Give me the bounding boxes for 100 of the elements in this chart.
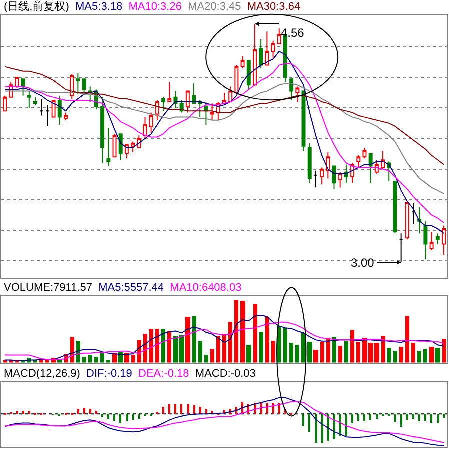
text: MA10:3.26 bbox=[128, 1, 182, 13]
bar bbox=[143, 334, 148, 363]
bar bbox=[271, 340, 276, 363]
text: DIF:-0.19 bbox=[86, 368, 132, 380]
bar bbox=[94, 356, 98, 363]
bar bbox=[412, 414, 414, 420]
bar bbox=[119, 414, 122, 424]
bar bbox=[393, 350, 398, 363]
chart-title: (日线,前复权) bbox=[4, 0, 70, 13]
bar bbox=[113, 414, 116, 422]
bar bbox=[344, 340, 348, 363]
candlestick bbox=[131, 141, 136, 153]
candlestick bbox=[374, 160, 379, 174]
candlestick bbox=[149, 112, 154, 134]
bar bbox=[338, 346, 342, 363]
bar bbox=[193, 405, 196, 414]
text: MA5:3.18 bbox=[76, 1, 123, 13]
candlestick bbox=[46, 104, 50, 127]
bar bbox=[192, 316, 196, 363]
candlestick bbox=[162, 96, 166, 112]
candlestick bbox=[314, 170, 318, 188]
bar bbox=[16, 411, 18, 414]
candlestick bbox=[174, 90, 178, 109]
candlestick bbox=[265, 31, 270, 66]
bar bbox=[308, 414, 310, 432]
bar bbox=[222, 334, 226, 363]
bar bbox=[411, 342, 416, 363]
candlestick bbox=[436, 233, 440, 245]
bar bbox=[82, 356, 86, 363]
bar bbox=[28, 411, 30, 414]
candlestick bbox=[271, 40, 276, 60]
candlestick bbox=[143, 116, 148, 140]
bar bbox=[429, 346, 434, 363]
bar bbox=[174, 404, 176, 414]
candlestick bbox=[338, 172, 342, 188]
bar bbox=[246, 344, 252, 363]
bar bbox=[88, 354, 92, 363]
bar bbox=[417, 350, 422, 363]
bar bbox=[423, 348, 428, 363]
bar bbox=[266, 403, 268, 414]
bar bbox=[155, 328, 160, 363]
candlestick bbox=[246, 60, 251, 90]
candlestick bbox=[412, 202, 416, 225]
candlestick bbox=[204, 102, 208, 126]
candlestick bbox=[442, 225, 446, 256]
text: MACD:-0.03 bbox=[195, 368, 256, 380]
bar bbox=[126, 414, 128, 422]
text: MA5:5557.44 bbox=[98, 282, 164, 294]
bar bbox=[313, 350, 318, 363]
candlestick bbox=[64, 112, 68, 121]
candlestick bbox=[76, 72, 80, 95]
candlestick bbox=[252, 23, 257, 86]
bar bbox=[89, 409, 92, 414]
candlestick bbox=[186, 90, 190, 114]
candlestick bbox=[52, 100, 56, 118]
bar bbox=[320, 342, 324, 363]
bar bbox=[101, 414, 104, 418]
bar bbox=[162, 407, 164, 414]
candlestick bbox=[259, 38, 264, 69]
bar bbox=[22, 411, 24, 414]
candlestick bbox=[40, 98, 44, 116]
annotation: 4.56 bbox=[281, 26, 305, 40]
candlestick bbox=[155, 100, 160, 121]
bar bbox=[283, 328, 288, 363]
bar bbox=[138, 414, 140, 420]
candlestick bbox=[399, 233, 404, 264]
bar bbox=[272, 403, 274, 414]
candlestick bbox=[210, 103, 214, 121]
bar bbox=[387, 348, 392, 363]
bar bbox=[259, 332, 264, 363]
candlestick bbox=[290, 78, 294, 101]
candlestick bbox=[302, 90, 306, 152]
bar bbox=[228, 322, 232, 363]
candlestick bbox=[88, 86, 92, 103]
candlestick bbox=[82, 78, 86, 95]
bar bbox=[161, 328, 166, 363]
candlestick bbox=[277, 28, 282, 44]
candlestick bbox=[58, 95, 62, 126]
text: MA30:3.64 bbox=[247, 1, 301, 13]
bar bbox=[437, 414, 440, 424]
candlestick bbox=[192, 83, 196, 104]
chart-title: VOLUME:7911.57 bbox=[4, 282, 92, 294]
bar bbox=[265, 316, 270, 363]
bar bbox=[321, 414, 324, 444]
bar bbox=[376, 414, 378, 420]
bar bbox=[356, 342, 360, 363]
candlestick bbox=[424, 220, 428, 260]
bar bbox=[424, 414, 426, 422]
bar bbox=[132, 414, 134, 420]
bar bbox=[107, 414, 110, 420]
bar bbox=[327, 414, 330, 442]
chart-title: MACD(12,26,9) bbox=[4, 368, 80, 380]
candlestick bbox=[33, 96, 38, 106]
bar bbox=[394, 414, 396, 422]
bar bbox=[400, 414, 402, 428]
bar bbox=[234, 300, 238, 363]
candlestick bbox=[118, 134, 123, 161]
bar bbox=[345, 414, 348, 436]
candlestick bbox=[168, 82, 172, 103]
bar bbox=[216, 336, 220, 363]
